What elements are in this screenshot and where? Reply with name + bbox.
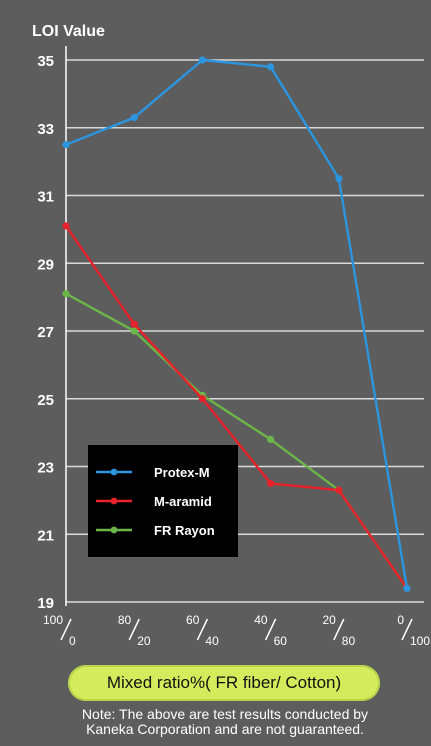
y-tick-label-23: 23 bbox=[37, 460, 54, 477]
x-tick-top-0: 100 bbox=[43, 613, 63, 627]
x-axis-label-text: Mixed ratio%( FR fiber/ Cotton) bbox=[106, 673, 342, 692]
point-Protex-M-1 bbox=[130, 113, 138, 122]
x-tick-label-0: 100 0 bbox=[43, 613, 76, 648]
point-Protex-M-3 bbox=[267, 63, 275, 71]
x-tick-slash-2 bbox=[196, 618, 209, 641]
point-Protex-M-0 bbox=[62, 141, 70, 149]
legend-marker-Protex-M bbox=[110, 468, 118, 476]
x-tick-bottom-5: 100 bbox=[410, 634, 430, 648]
x-axis-label: Mixed ratio%( FR fiber/ Cotton) bbox=[68, 665, 380, 701]
x-tick-slash-0 bbox=[60, 618, 72, 641]
x-tick-slash-4 bbox=[333, 618, 345, 641]
x-tick-slash-1 bbox=[128, 618, 140, 641]
point-M-aramid-4 bbox=[335, 486, 343, 494]
x-tick-bottom-0: 0 bbox=[69, 634, 76, 648]
disclaimer-note: Note: The above are test results conduct… bbox=[20, 707, 430, 737]
point-Protex-M-2 bbox=[198, 56, 206, 64]
legend: Protex-M M-aramid FR Rayon bbox=[88, 445, 238, 557]
x-tick-bottom-4: 80 bbox=[342, 634, 356, 648]
point-M-aramid-1 bbox=[130, 320, 138, 328]
x-tick-slash-5 bbox=[401, 618, 413, 641]
legend-marker-FR Rayon bbox=[110, 526, 118, 534]
legend-label-Protex-M: Protex-M bbox=[154, 465, 210, 480]
x-tick-bottom-3: 60 bbox=[274, 634, 288, 648]
legend-label-M-aramid: M-aramid bbox=[154, 494, 212, 509]
x-tick-top-2: 60 bbox=[186, 613, 200, 627]
x-tick-label-2: 60 40 bbox=[186, 613, 219, 648]
x-tick-top-5: 0 bbox=[397, 613, 404, 627]
x-tick-top-3: 40 bbox=[254, 613, 268, 627]
legend-marker-M-aramid bbox=[110, 497, 118, 505]
loi-chart: 1921232527293133351000802060404060208001… bbox=[32, 23, 430, 648]
y-tick-label-27: 27 bbox=[37, 324, 54, 341]
x-tick-bottom-1: 20 bbox=[137, 634, 151, 648]
series-line-Protex-M bbox=[65, 58, 409, 589]
x-tick-label-1: 80 20 bbox=[118, 613, 151, 648]
y-tick-label-35: 35 bbox=[37, 53, 54, 70]
note-line-2: Kaneka Corporation and are not guarantee… bbox=[86, 721, 364, 737]
x-tick-label-3: 40 60 bbox=[254, 613, 287, 648]
y-tick-label-29: 29 bbox=[37, 256, 54, 273]
y-tick-label-19: 19 bbox=[37, 595, 54, 612]
x-tick-slash-3 bbox=[264, 618, 277, 641]
legend-label-FR Rayon: FR Rayon bbox=[154, 523, 215, 538]
y-tick-label-25: 25 bbox=[37, 392, 54, 409]
point-FR Rayon-0 bbox=[62, 290, 70, 298]
x-tick-top-1: 80 bbox=[118, 613, 132, 627]
point-Protex-M-5 bbox=[403, 584, 411, 593]
point-Protex-M-4 bbox=[335, 174, 343, 183]
series-layer bbox=[62, 56, 411, 593]
point-FR Rayon-3 bbox=[267, 435, 275, 443]
y-tick-label-21: 21 bbox=[37, 527, 54, 544]
x-tick-top-4: 20 bbox=[322, 613, 336, 627]
note-line-1: Note: The above are test results conduct… bbox=[81, 706, 369, 722]
y-tick-label-31: 31 bbox=[37, 189, 54, 206]
point-FR Rayon-1 bbox=[130, 327, 138, 335]
axes: 1921232527293133351000802060404060208001… bbox=[37, 46, 430, 648]
point-M-aramid-3 bbox=[267, 479, 275, 488]
y-tick-label-33: 33 bbox=[37, 121, 54, 138]
x-tick-label-5: 0 100 bbox=[397, 613, 430, 648]
x-tick-bottom-2: 40 bbox=[205, 634, 219, 648]
point-M-aramid-0 bbox=[62, 222, 70, 230]
point-M-aramid-2 bbox=[198, 395, 206, 403]
series-line-M-aramid bbox=[65, 225, 408, 590]
y-axis-label: LOI Value bbox=[32, 23, 105, 40]
